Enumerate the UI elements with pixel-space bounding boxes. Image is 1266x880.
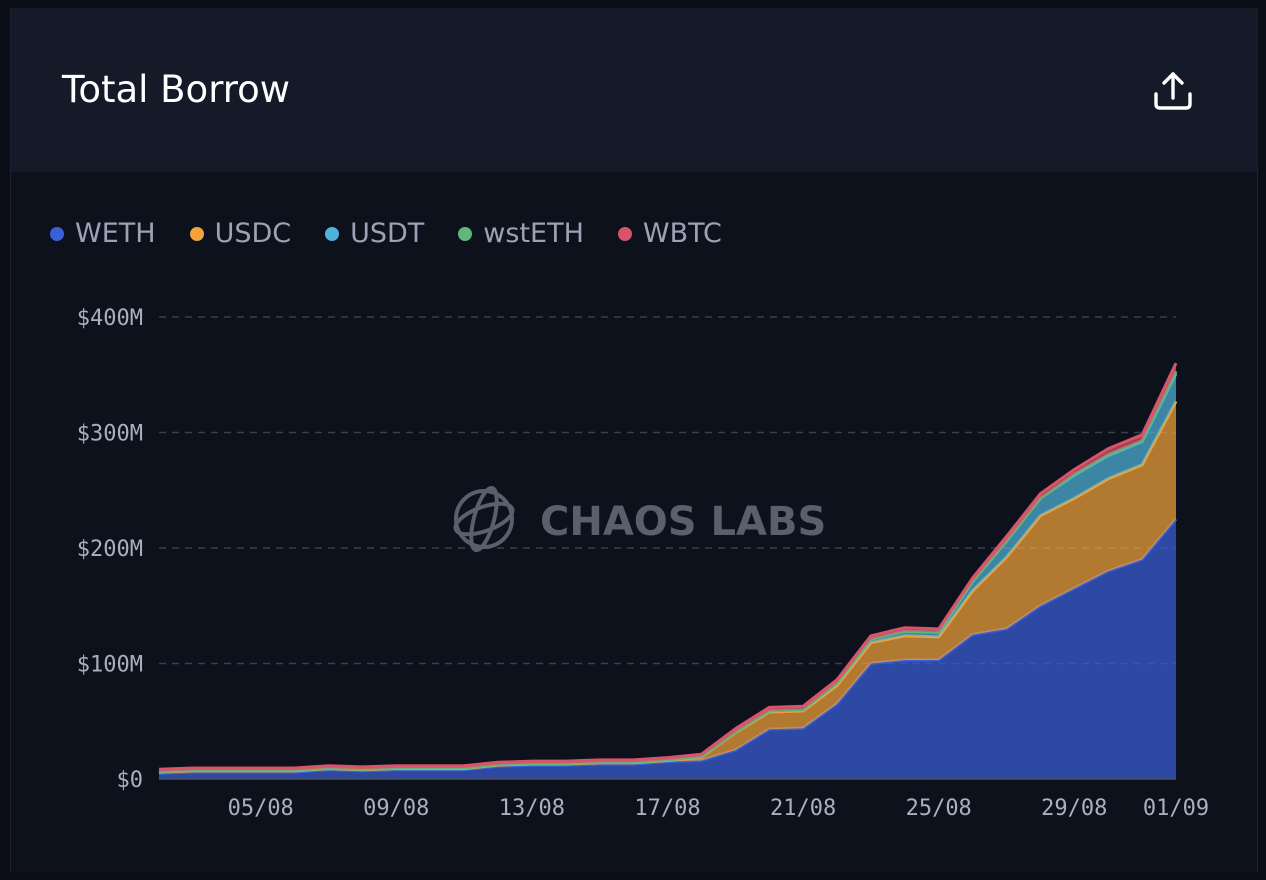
legend-item-usdc[interactable]: USDC: [189, 218, 292, 249]
x-tick-label: 01/09: [1143, 796, 1209, 821]
series-areas: [158, 362, 1178, 779]
legend-item-weth[interactable]: WETH: [50, 218, 156, 249]
legend-dot-usdc: [189, 226, 204, 241]
legend-dot-usdt: [325, 226, 340, 241]
y-tick-label: $400M: [77, 306, 143, 331]
chart-legend: WETH USDC USDT wstETH WBTC: [50, 218, 756, 249]
legend-label-wsteth: wstETH: [483, 218, 584, 249]
x-tick-label: 21/08: [770, 796, 836, 821]
export-button[interactable]: [1149, 68, 1197, 116]
watermark-text: CHAOS LABS: [540, 499, 826, 545]
total-borrow-card: Total Borrow: [10, 8, 1258, 872]
x-tick-label: 05/08: [228, 796, 294, 821]
legend-dot-wsteth: [458, 226, 473, 241]
line-wbtc: [158, 362, 1178, 771]
x-tick-label: 29/08: [1041, 796, 1107, 821]
legend-dot-wbtc: [617, 226, 632, 241]
legend-label-usdc: USDC: [214, 218, 292, 249]
card-header: Total Borrow: [11, 8, 1257, 172]
x-tick-label: 13/08: [499, 796, 565, 821]
y-tick-label: $0: [117, 768, 144, 793]
y-tick-label: $200M: [77, 537, 143, 562]
x-tick-label: 17/08: [634, 796, 700, 821]
x-tick-label: 09/08: [363, 796, 429, 821]
legend-item-usdt[interactable]: USDT: [325, 218, 424, 249]
legend-label-usdt: USDT: [350, 218, 425, 249]
x-tick-label: 25/08: [906, 796, 972, 821]
legend-label-wbtc: WBTC: [642, 218, 722, 249]
chaos-labs-logo-icon: [453, 485, 515, 553]
share-upload-icon: [1154, 72, 1192, 110]
legend-item-wbtc[interactable]: WBTC: [617, 218, 722, 249]
legend-item-wsteth[interactable]: wstETH: [458, 218, 584, 249]
axes: $0 $100M $200M $300M $400M 05/08 09/08 13/08 17/…: [77, 306, 1209, 821]
y-tick-label: $300M: [77, 422, 143, 447]
area-weth: [159, 519, 1176, 779]
legend-dot-weth: [50, 226, 64, 241]
legend-label-weth: WETH: [75, 218, 156, 249]
card-title: Total Borrow: [62, 68, 291, 111]
watermark: CHAOS LABS: [453, 485, 826, 553]
y-tick-label: $100M: [77, 653, 143, 678]
